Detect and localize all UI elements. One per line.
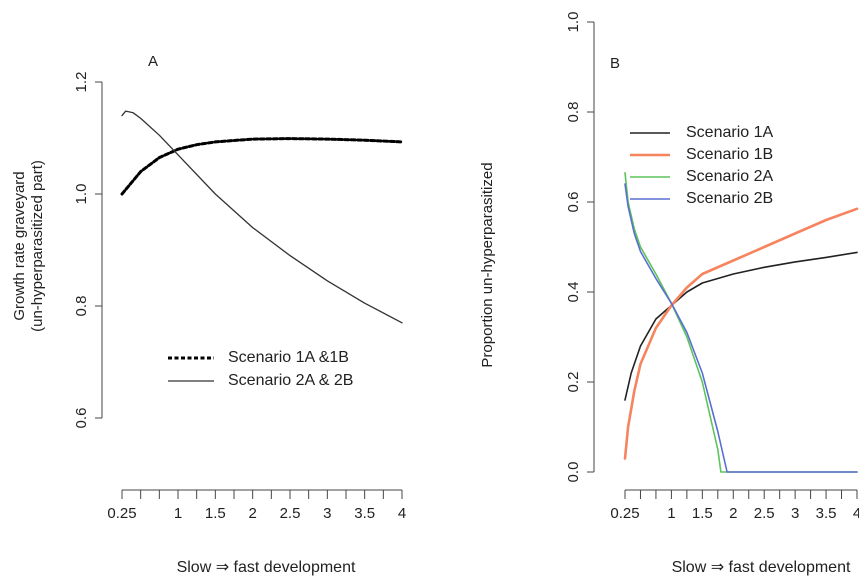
- legend-label: Scenario 2A & 2B: [228, 372, 353, 389]
- y-tick-label: 0.4: [565, 282, 582, 303]
- y-axis-label: Proportion un-hyperparasitized: [479, 162, 496, 367]
- series-line-2: [623, 207, 859, 460]
- legend: Scenario 1A Scenario 1B Scenario 2A Scenari…: [630, 124, 773, 207]
- legend-label: Scenario 1A: [686, 124, 773, 141]
- y-tick-label: 0.6: [565, 192, 582, 213]
- legend-label: Scenario 2A: [686, 168, 773, 185]
- x-tick-label: 0.25: [610, 505, 639, 522]
- legend-label: Scenario 1A &1B: [228, 349, 349, 366]
- legend: Scenario 1A &1B Scenario 2A & 2B: [168, 349, 353, 389]
- panel-label: B: [610, 55, 620, 72]
- panel-B: 0.0 0.2 0.4 0.6 0.8 1.0 0.25 1 1.5 2 2.5 3 3.5 4 Slow …: [479, 12, 859, 576]
- legend-label: Scenario 1B: [686, 146, 773, 163]
- x-tick-label: 4: [398, 505, 406, 522]
- x-tick-label: 2: [248, 505, 256, 522]
- series-line-2: [121, 110, 403, 324]
- x-tick-label: 3.5: [354, 505, 375, 522]
- y-axis-label: (un-hyperparasitized part): [29, 160, 46, 332]
- y-tick-label: 1.0: [565, 12, 582, 33]
- x-tick-label: 2.5: [280, 505, 301, 522]
- series-line-1: [624, 251, 858, 401]
- x-tick-label: 4: [853, 505, 859, 522]
- x-axis-label: Slow ⇒ fast development: [177, 559, 356, 576]
- y-tick-label: 0.0: [565, 462, 582, 483]
- y-tick-label: 0.2: [565, 372, 582, 393]
- x-tick-label: 1: [667, 505, 675, 522]
- x-tick-label: 0.25: [107, 505, 136, 522]
- x-tick-label: 2: [729, 505, 737, 522]
- y-tick-label: 0.6: [73, 408, 90, 429]
- legend-label: Scenario 2B: [686, 190, 773, 207]
- y-tick-label: 1.0: [73, 184, 90, 205]
- x-tick-label: 1: [174, 505, 182, 522]
- x-tick-label: 3: [791, 505, 799, 522]
- panel-A: 0.6 0.8 1.0 1.2 0.25 1 1.5 2 2.5 3 3.5 4 Slow ⇒ fast…: [11, 53, 406, 576]
- y-tick-label: 1.2: [73, 72, 90, 93]
- y-tick-label: 0.8: [565, 102, 582, 123]
- x-tick-label: 3.5: [816, 505, 837, 522]
- x-tick-label: 2.5: [754, 505, 775, 522]
- y-tick-label: 0.8: [73, 296, 90, 317]
- x-tick-label: 1.5: [692, 505, 713, 522]
- series-line-4: [624, 183, 858, 473]
- panel-label: A: [148, 53, 158, 70]
- series-line-1: [120, 137, 404, 196]
- y-axis-label: Growth rate graveyard: [11, 171, 28, 320]
- x-axis-label: Slow ⇒ fast development: [672, 559, 851, 576]
- x-tick-label: 1.5: [205, 505, 226, 522]
- x-tick-label: 3: [323, 505, 331, 522]
